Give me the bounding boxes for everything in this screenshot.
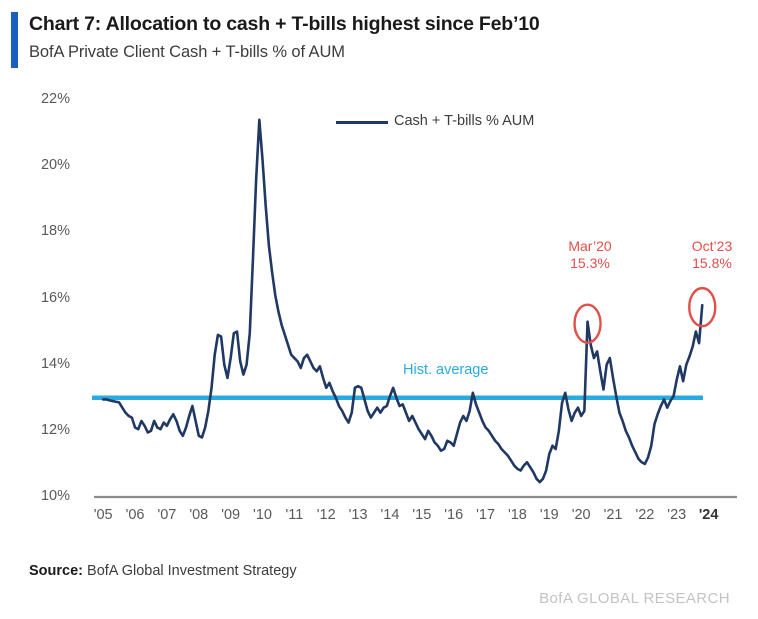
accent-bar [11,12,18,68]
y-tick-label: 14% [40,355,70,372]
x-tick-label: '21 [603,507,623,523]
chart-svg [92,118,737,499]
annotation-oct23-date: Oct’23 [691,238,733,254]
x-tick-label: '13 [348,507,368,523]
x-tick-label: '11 [285,507,304,523]
x-tick-label: '19 [539,507,559,523]
x-tick-label: '06 [125,507,145,523]
x-tick-label: '10 [253,507,272,523]
y-tick-label: 10% [40,488,70,504]
source-text: BofA Global Investment Strategy [87,563,297,579]
x-tick-label: '12 [316,507,336,523]
source-label: Source: [29,563,83,579]
x-tick-label: '14 [380,507,400,523]
annotation-oct23: Oct’23 15.8% [666,238,758,272]
x-tick-label: '09 [221,507,241,523]
x-tick-label: '05 [93,507,113,523]
y-tick-label: 16% [40,289,70,306]
annotation-mar20: Mar’20 15.3% [544,238,636,272]
page-title: Chart 7: Allocation to cash + T-bills hi… [29,13,540,35]
plot-area [0,80,758,540]
annotation-oct23-value: 15.8% [692,255,732,271]
x-tick-label: '08 [189,507,209,523]
legend-line-swatch [336,121,388,124]
x-tick-label: '23 [667,507,687,523]
chart-header: Chart 7: Allocation to cash + T-bills hi… [0,8,758,70]
page-subtitle: BofA Private Client Cash + T-bills % of … [29,43,345,61]
x-tick-label: '16 [444,507,464,523]
source-note: Source: BofA Global Investment Strategy [29,563,297,579]
x-tick-label: '18 [507,507,527,523]
watermark: BofA GLOBAL RESEARCH [539,590,730,607]
y-tick-label: 22% [40,91,70,107]
x-tick-label: '22 [635,507,655,523]
x-tick-label: '07 [157,507,177,523]
x-tick-label: '20 [571,507,591,523]
y-tick-label: 12% [40,421,70,438]
y-tick-label: 18% [40,223,70,240]
x-tick-label: '24 [698,507,719,523]
x-tick-label: '15 [412,507,432,523]
hist-average-label: Hist. average [403,362,489,378]
annotation-mar20-date: Mar’20 [568,238,612,254]
legend-label: Cash + T-bills % AUM [394,113,535,129]
x-tick-label: '17 [476,507,496,523]
annotation-mar20-value: 15.3% [570,255,610,271]
y-tick-label: 20% [40,157,70,174]
